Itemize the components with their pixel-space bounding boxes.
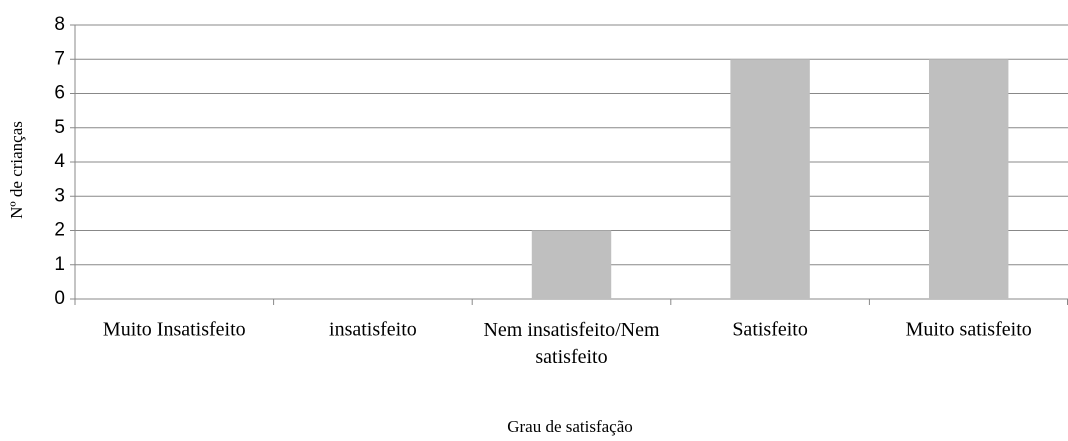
x-tick-label: Muito Insatisfeito xyxy=(103,319,246,341)
y-tick-label: 3 xyxy=(54,185,65,206)
y-tick-label: 8 xyxy=(54,14,65,35)
bar xyxy=(928,59,1009,299)
x-tick-label: insatisfeito xyxy=(329,319,417,341)
x-tick-label: Nem insatisfeito/Nem satisfeito xyxy=(483,319,660,368)
bar xyxy=(730,59,810,299)
x-tick-label: Muito satisfeito xyxy=(906,319,1032,341)
y-tick-label: 0 xyxy=(54,288,65,309)
y-tick-label: 4 xyxy=(54,151,65,172)
x-tick-label: Satisfeito xyxy=(732,319,808,341)
y-tick-label: 2 xyxy=(54,220,65,241)
y-tick-label: 5 xyxy=(54,117,65,138)
y-tick-label: 1 xyxy=(54,254,65,275)
y-tick-label: 7 xyxy=(54,48,65,69)
x-axis-title: Grau de satisfação xyxy=(507,417,633,436)
y-tick-label: 6 xyxy=(54,83,65,104)
bar xyxy=(531,230,612,299)
y-axis-title: Nº de crianças xyxy=(7,121,26,219)
